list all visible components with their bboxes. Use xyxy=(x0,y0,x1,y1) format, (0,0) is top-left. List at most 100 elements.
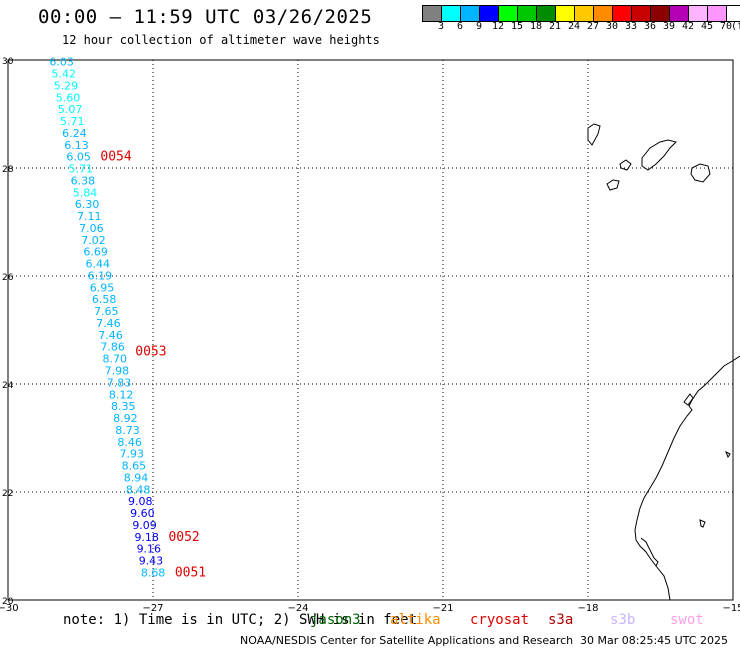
island-hierro xyxy=(606,179,620,191)
wave-height-value: 7.46 xyxy=(98,329,123,342)
color-scale-label: 3 xyxy=(437,21,445,32)
latitude-tick-label: 26 xyxy=(2,273,14,283)
map-subtitle: 12 hour collection of altimeter wave hei… xyxy=(62,33,380,47)
color-scale-bar xyxy=(422,5,740,22)
color-scale-swatch xyxy=(480,6,499,21)
island-gomera xyxy=(619,159,632,171)
satellite-legend-s3a: s3a xyxy=(548,612,574,628)
longitude-tick-label: −15 xyxy=(722,603,740,614)
track-time-label: 0054 xyxy=(100,150,131,165)
wave-height-value: 7.11 xyxy=(77,210,102,223)
color-scale-unit: (ft) xyxy=(731,21,740,32)
wave-height-value: 6.38 xyxy=(71,174,96,187)
wave-height-value: 7.06 xyxy=(79,222,104,235)
wave-height-value: 9.43 xyxy=(139,555,164,568)
color-scale-swatch xyxy=(651,6,670,21)
wave-height-value: 7.93 xyxy=(120,448,145,461)
longitude-tick-label: −21 xyxy=(432,603,453,614)
latitude-tick-label: 30 xyxy=(2,57,14,67)
wave-height-value: 6.95 xyxy=(90,281,115,294)
color-scale-swatch xyxy=(708,6,727,21)
wave-height-value: 9.18 xyxy=(134,531,159,544)
longitude-labels: −30 −27 −24 −21 −18 −15 xyxy=(0,603,740,614)
color-scale-label: 24 xyxy=(567,21,581,32)
wave-height-value: 6.19 xyxy=(88,269,113,282)
wave-height-value: 5.71 xyxy=(69,163,94,176)
wave-height-value: 6.05 xyxy=(66,151,91,164)
coast-inlet xyxy=(640,537,659,567)
wave-height-value: 7.65 xyxy=(94,305,119,318)
wave-height-value: 8.68 xyxy=(141,566,166,579)
wave-height-value: 8.73 xyxy=(115,424,140,437)
color-scale-swatch xyxy=(689,6,708,21)
wave-height-value: 5.07 xyxy=(58,103,83,116)
color-scale-label: 18 xyxy=(529,21,543,32)
wave-height-value: 5.42 xyxy=(52,68,77,81)
wave-height-value: 5.29 xyxy=(54,79,78,92)
color-scale-swatch xyxy=(632,6,651,21)
color-scale-swatch xyxy=(423,6,442,21)
color-scale-label: 27 xyxy=(586,21,600,32)
coastline xyxy=(587,123,740,601)
wave-height-value: 8.70 xyxy=(103,353,128,366)
footer-credit: NOAA/NESDIS Center for Satellite Applica… xyxy=(240,634,574,647)
latitude-tick-label: 24 xyxy=(2,381,14,391)
wave-height-value: 9.08 xyxy=(128,495,153,508)
island-gran-canaria xyxy=(690,163,711,183)
color-scale-label: 15 xyxy=(510,21,524,32)
color-scale-swatch xyxy=(461,6,480,21)
color-scale-label: 42 xyxy=(681,21,695,32)
wave-height-value: 7.02 xyxy=(81,234,106,247)
wave-height-value: 6.24 xyxy=(62,127,86,140)
wave-height-value: 7.83 xyxy=(107,376,132,389)
color-scale-label: 9 xyxy=(475,21,483,32)
wave-height-value: 6.30 xyxy=(75,198,100,211)
track-time-label: 0051 xyxy=(175,565,206,580)
wave-height-value: 7.46 xyxy=(96,317,121,330)
satellite-track: 6.035.425.295.605.075.716.246.136.055.71… xyxy=(49,56,165,580)
color-scale-swatch xyxy=(499,6,518,21)
footer-timestamp: 30 Mar 08:25:45 UTC 2025 xyxy=(580,634,728,647)
wave-height-value: 9.16 xyxy=(137,543,162,556)
graticule xyxy=(7,59,734,601)
color-scale-swatch xyxy=(537,6,556,21)
wave-height-value: 8.35 xyxy=(111,400,135,413)
wave-height-value: 6.13 xyxy=(64,139,89,152)
color-scale-label: 39 xyxy=(662,21,676,32)
color-scale-label: 36 xyxy=(643,21,657,32)
island-tenerife xyxy=(641,139,677,171)
color-scale-label: 21 xyxy=(548,21,562,32)
color-scale-swatch xyxy=(575,6,594,21)
satellite-legend-s3b: s3b xyxy=(610,612,636,628)
satellite-legend-swot: swot xyxy=(670,612,704,628)
map-frame xyxy=(7,59,734,601)
wave-height-value: 5.60 xyxy=(56,91,81,104)
track-time-label: 0052 xyxy=(168,530,199,545)
track-time-labels: 0054 0053 0052 0051 xyxy=(100,150,206,581)
color-scale-swatch xyxy=(727,6,740,21)
africa-coast xyxy=(634,355,740,601)
wave-height-value: 6.03 xyxy=(49,56,74,69)
map-title: 00:00 – 11:59 UTC 03/26/2025 xyxy=(38,6,373,28)
wave-height-value: 8.65 xyxy=(122,460,146,473)
wave-height-value: 6.44 xyxy=(86,258,111,271)
wave-height-value: 8.12 xyxy=(109,388,134,401)
color-scale-swatch xyxy=(670,6,689,21)
latitude-tick-label: 28 xyxy=(2,165,14,175)
color-scale-swatch xyxy=(556,6,575,21)
satellite-legend-cryosat: cryosat xyxy=(470,612,530,628)
wave-height-value: 9.60 xyxy=(130,507,155,520)
cape-feature xyxy=(683,393,694,406)
latitude-tick-label: 22 xyxy=(2,489,13,499)
wave-height-value: 8.46 xyxy=(117,436,142,449)
wave-height-value: 5.84 xyxy=(73,186,98,199)
longitude-tick-label: −18 xyxy=(577,603,598,614)
wave-height-value: 6.58 xyxy=(92,293,117,306)
color-scale-label: 70 xyxy=(719,21,733,32)
longitude-tick-label: −24 xyxy=(287,603,308,614)
latitude-tick-label: 20 xyxy=(2,597,14,607)
coast-islet xyxy=(699,519,706,528)
latitude-labels: 30 28 26 24 22 20 xyxy=(2,57,14,607)
